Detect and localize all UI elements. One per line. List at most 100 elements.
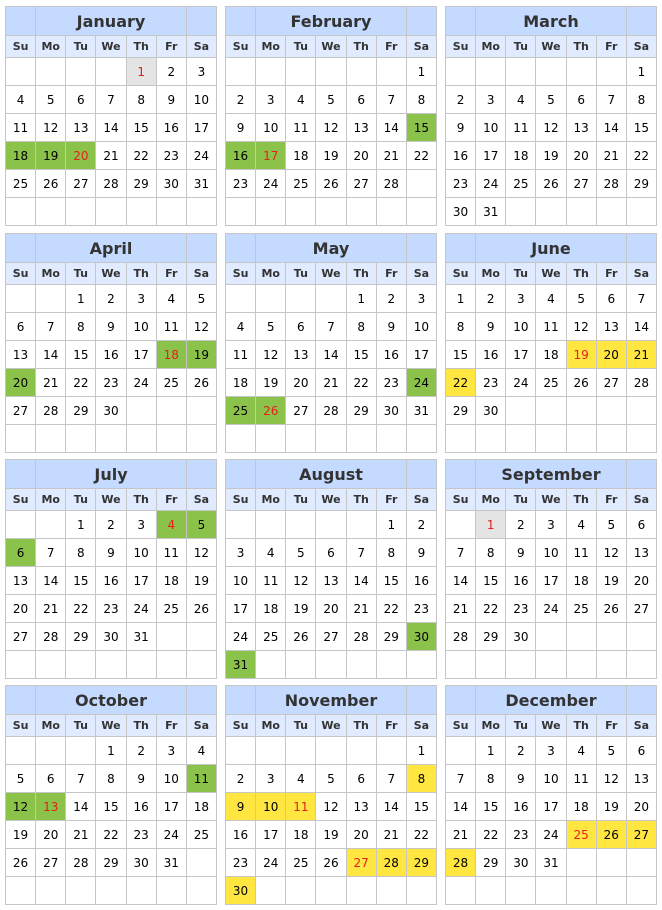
day-cell[interactable]: 27	[625, 594, 658, 623]
day-cell[interactable]: 20	[4, 594, 37, 623]
day-cell[interactable]: 12	[595, 538, 627, 567]
day-cell[interactable]: 8	[345, 312, 377, 341]
day-cell[interactable]: 23	[95, 368, 127, 397]
day-cell[interactable]: 11	[535, 312, 567, 341]
day-cell[interactable]: 20	[285, 368, 317, 397]
day-cell[interactable]: 17	[405, 340, 438, 369]
day-cell[interactable]: 1	[405, 57, 438, 86]
day-cell[interactable]: 7	[65, 764, 97, 793]
day-cell[interactable]: 10	[255, 792, 287, 821]
day-cell[interactable]: 24	[535, 594, 567, 623]
day-cell[interactable]: 18	[4, 141, 37, 170]
day-cell[interactable]: 8	[375, 538, 407, 567]
day-cell[interactable]: 26	[595, 820, 627, 849]
day-cell[interactable]: 8	[95, 764, 127, 793]
day-cell[interactable]: 5	[185, 510, 218, 539]
day-cell[interactable]: 27	[625, 820, 658, 849]
day-cell[interactable]: 15	[475, 566, 507, 595]
day-cell[interactable]: 1	[125, 57, 157, 86]
day-cell[interactable]: 9	[505, 764, 537, 793]
day-cell[interactable]: 28	[444, 622, 477, 651]
day-cell[interactable]: 17	[505, 340, 537, 369]
day-cell[interactable]: 26	[595, 594, 627, 623]
day-cell[interactable]: 13	[35, 792, 67, 821]
day-cell[interactable]: 6	[595, 284, 627, 313]
day-cell[interactable]: 12	[35, 113, 67, 142]
day-cell[interactable]: 13	[345, 113, 377, 142]
day-cell[interactable]: 28	[35, 622, 67, 651]
day-cell[interactable]: 3	[255, 85, 287, 114]
day-cell[interactable]: 22	[405, 820, 438, 849]
day-cell[interactable]: 20	[4, 368, 37, 397]
day-cell[interactable]: 12	[565, 312, 597, 341]
day-cell[interactable]: 18	[255, 594, 287, 623]
day-cell[interactable]: 11	[224, 340, 257, 369]
day-cell[interactable]: 20	[345, 141, 377, 170]
day-cell[interactable]: 23	[444, 169, 477, 198]
day-cell[interactable]: 7	[375, 85, 407, 114]
day-cell[interactable]: 24	[155, 820, 187, 849]
day-cell[interactable]: 9	[125, 764, 157, 793]
day-cell[interactable]: 4	[565, 736, 597, 765]
day-cell[interactable]: 26	[185, 368, 218, 397]
day-cell[interactable]: 14	[35, 340, 67, 369]
day-cell[interactable]: 9	[155, 85, 187, 114]
day-cell[interactable]: 4	[535, 284, 567, 313]
day-cell[interactable]: 16	[95, 566, 127, 595]
day-cell[interactable]: 15	[405, 113, 438, 142]
day-cell[interactable]: 4	[4, 85, 37, 114]
day-cell[interactable]: 16	[155, 113, 187, 142]
day-cell[interactable]: 25	[565, 594, 597, 623]
day-cell[interactable]: 13	[565, 113, 597, 142]
day-cell[interactable]: 2	[505, 510, 537, 539]
day-cell[interactable]: 18	[185, 792, 218, 821]
day-cell[interactable]: 12	[185, 538, 218, 567]
day-cell[interactable]: 28	[444, 848, 477, 877]
day-cell[interactable]: 6	[35, 764, 67, 793]
day-cell[interactable]: 23	[224, 848, 257, 877]
day-cell[interactable]: 30	[224, 876, 257, 905]
day-cell[interactable]: 23	[95, 594, 127, 623]
day-cell[interactable]: 5	[595, 510, 627, 539]
day-cell[interactable]: 3	[125, 284, 157, 313]
day-cell[interactable]: 5	[565, 284, 597, 313]
day-cell[interactable]: 24	[475, 169, 507, 198]
day-cell[interactable]: 5	[185, 284, 218, 313]
day-cell[interactable]: 30	[375, 396, 407, 425]
day-cell[interactable]: 16	[224, 141, 257, 170]
day-cell[interactable]: 30	[125, 848, 157, 877]
day-cell[interactable]: 7	[35, 312, 67, 341]
day-cell[interactable]: 5	[4, 764, 37, 793]
day-cell[interactable]: 25	[505, 169, 537, 198]
day-cell[interactable]: 14	[65, 792, 97, 821]
day-cell[interactable]: 23	[375, 368, 407, 397]
day-cell[interactable]: 26	[315, 169, 347, 198]
day-cell[interactable]: 20	[345, 820, 377, 849]
day-cell[interactable]: 16	[475, 340, 507, 369]
day-cell[interactable]: 4	[155, 284, 187, 313]
day-cell[interactable]: 22	[475, 820, 507, 849]
day-cell[interactable]: 10	[535, 538, 567, 567]
day-cell[interactable]: 1	[444, 284, 477, 313]
day-cell[interactable]: 8	[125, 85, 157, 114]
day-cell[interactable]: 22	[345, 368, 377, 397]
day-cell[interactable]: 23	[505, 594, 537, 623]
day-cell[interactable]: 4	[285, 764, 317, 793]
day-cell[interactable]: 2	[505, 736, 537, 765]
day-cell[interactable]: 10	[255, 113, 287, 142]
day-cell[interactable]: 16	[405, 566, 438, 595]
day-cell[interactable]: 22	[65, 368, 97, 397]
day-cell[interactable]: 3	[475, 85, 507, 114]
day-cell[interactable]: 2	[475, 284, 507, 313]
day-cell[interactable]: 18	[224, 368, 257, 397]
day-cell[interactable]: 1	[475, 736, 507, 765]
day-cell[interactable]: 28	[95, 169, 127, 198]
day-cell[interactable]: 1	[375, 510, 407, 539]
day-cell[interactable]: 15	[475, 792, 507, 821]
day-cell[interactable]: 28	[375, 848, 407, 877]
day-cell[interactable]: 23	[505, 820, 537, 849]
day-cell[interactable]: 24	[224, 622, 257, 651]
day-cell[interactable]: 23	[224, 169, 257, 198]
day-cell[interactable]: 9	[95, 538, 127, 567]
day-cell[interactable]: 8	[65, 312, 97, 341]
